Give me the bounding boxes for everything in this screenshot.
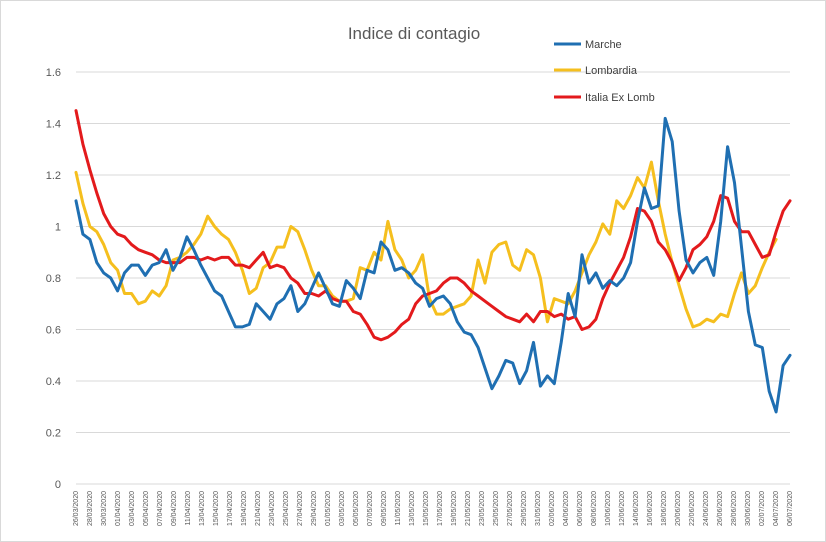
x-tick-label: 15/05/2020 xyxy=(423,491,430,526)
x-tick-label: 31/05/2020 xyxy=(535,491,542,526)
x-tick-label: 02/07/2020 xyxy=(759,491,766,526)
x-tick-label: 26/06/2020 xyxy=(717,491,724,526)
y-tick-label: 1 xyxy=(55,222,61,234)
x-tick-label: 27/04/2020 xyxy=(297,491,304,526)
x-tick-label: 20/06/2020 xyxy=(675,491,682,526)
legend: Marche Lombardia Italia Ex Lomb xyxy=(554,39,655,104)
x-tick-label: 24/06/2020 xyxy=(703,491,710,526)
x-tick-label: 27/05/2020 xyxy=(507,491,514,526)
x-tick-label: 28/03/2020 xyxy=(87,491,94,526)
x-tick-label: 05/04/2020 xyxy=(143,491,150,526)
y-tick-label: 0.6 xyxy=(46,325,61,337)
x-tick-label: 25/04/2020 xyxy=(283,491,290,526)
x-tick-label: 08/06/2020 xyxy=(591,491,598,526)
x-tick-label: 16/06/2020 xyxy=(647,491,654,526)
y-tick-label: 0 xyxy=(55,479,61,491)
y-tick-label: 0.8 xyxy=(46,273,61,285)
x-tick-label: 19/04/2020 xyxy=(241,491,248,526)
legend-label-lombardia: Lombardia xyxy=(585,65,638,77)
x-tick-label: 22/06/2020 xyxy=(689,491,696,526)
x-tick-label: 01/04/2020 xyxy=(115,491,122,526)
x-tick-label: 09/05/2020 xyxy=(381,491,388,526)
x-tick-label: 10/06/2020 xyxy=(605,491,612,526)
x-tick-label: 15/04/2020 xyxy=(213,491,220,526)
x-tick-label: 06/07/2020 xyxy=(787,491,794,526)
x-tick-label: 06/06/2020 xyxy=(577,491,584,526)
x-tick-label: 26/03/2020 xyxy=(73,491,80,526)
x-tick-label: 03/04/2020 xyxy=(129,491,136,526)
x-tick-label: 07/04/2020 xyxy=(157,491,164,526)
y-tick-label: 0.2 xyxy=(46,428,61,440)
series-line-lombardia xyxy=(74,160,778,329)
x-tick-label: 18/06/2020 xyxy=(661,491,668,526)
legend-item-marche: Marche xyxy=(554,39,622,51)
legend-item-italia-ex-lomb: Italia Ex Lomb xyxy=(554,92,655,104)
x-tick-label: 07/05/2020 xyxy=(367,491,374,526)
y-tick-label: 1.6 xyxy=(46,67,61,79)
x-tick-label: 03/05/2020 xyxy=(339,491,346,526)
x-tick-label: 09/04/2020 xyxy=(171,491,178,526)
y-tick-label: 0.4 xyxy=(46,376,61,388)
x-tick-label: 13/04/2020 xyxy=(199,491,206,526)
x-tick-label: 04/06/2020 xyxy=(563,491,570,526)
x-tick-label: 29/04/2020 xyxy=(311,491,318,526)
x-tick-label: 28/06/2020 xyxy=(731,491,738,526)
x-tick-label: 17/05/2020 xyxy=(437,491,444,526)
x-tick-label: 25/05/2020 xyxy=(493,491,500,526)
x-tick-label: 30/06/2020 xyxy=(745,491,752,526)
y-axis-ticks: 0 0.2 0.4 0.6 0.8 1 1.2 1.4 1.6 xyxy=(46,67,61,491)
y-tick-label: 1.2 xyxy=(46,170,61,182)
x-tick-label: 02/06/2020 xyxy=(549,491,556,526)
y-tick-label: 1.4 xyxy=(46,119,61,131)
x-tick-label: 11/04/2020 xyxy=(185,491,192,526)
x-tick-label: 30/03/2020 xyxy=(101,491,108,526)
x-tick-label: 04/07/2020 xyxy=(773,491,780,526)
chart-title: Indice di contagio xyxy=(348,24,480,43)
x-tick-label: 13/05/2020 xyxy=(409,491,416,526)
legend-label-marche: Marche xyxy=(585,39,622,51)
x-tick-label: 17/04/2020 xyxy=(227,491,234,526)
x-tick-label: 21/05/2020 xyxy=(465,491,472,526)
x-tick-label: 23/05/2020 xyxy=(479,491,486,526)
x-tick-label: 29/05/2020 xyxy=(521,491,528,526)
x-tick-label: 12/06/2020 xyxy=(619,491,626,526)
series-line-marche xyxy=(74,116,792,414)
x-tick-label: 19/05/2020 xyxy=(451,491,458,526)
legend-item-lombardia: Lombardia xyxy=(554,65,638,77)
x-axis-ticks: 26/03/2020 28/03/2020 30/03/2020 01/04/2020… xyxy=(73,491,794,526)
series-lines xyxy=(74,109,792,414)
x-tick-label: 05/05/2020 xyxy=(353,491,360,526)
x-tick-label: 21/04/2020 xyxy=(255,491,262,526)
x-tick-label: 23/04/2020 xyxy=(269,491,276,526)
x-tick-label: 14/06/2020 xyxy=(633,491,640,526)
gridlines xyxy=(76,71,790,485)
series-line-italia-ex-lomb xyxy=(74,109,792,342)
x-tick-label: 11/05/2020 xyxy=(395,491,402,526)
x-tick-label: 01/05/2020 xyxy=(325,491,332,526)
legend-label-italia-ex-lomb: Italia Ex Lomb xyxy=(585,92,655,104)
